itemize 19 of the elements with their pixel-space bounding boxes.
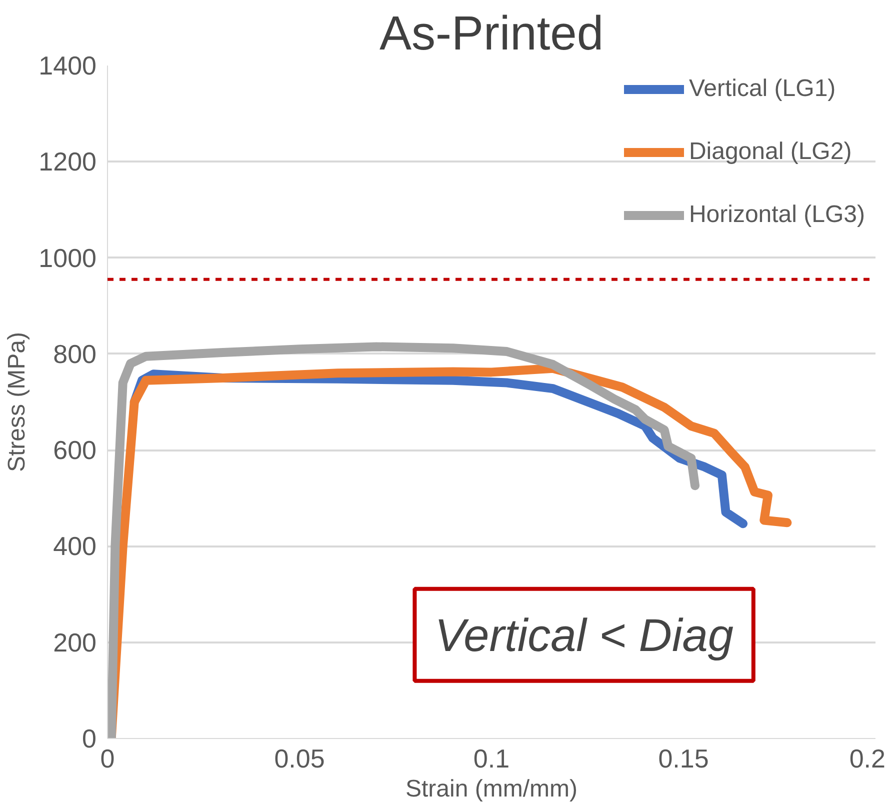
y-tick-label: 400 xyxy=(53,531,97,562)
x-tick-label: 0.2 xyxy=(849,744,886,774)
legend-label: Diagonal (LG2) xyxy=(688,138,852,166)
annotation: Vertical < Diag xyxy=(434,608,734,661)
y-tick-label: 0 xyxy=(82,724,97,754)
y-tick-label: 600 xyxy=(53,435,97,466)
x-tick-label: 0.1 xyxy=(473,744,510,774)
x-tick-label: 0.05 xyxy=(274,744,325,774)
legend-label: Horizontal (LG3) xyxy=(688,201,865,229)
y-tick-label: 800 xyxy=(53,338,97,369)
y-tick-label: 200 xyxy=(53,627,97,658)
y-axis-title: Stress (MPa) xyxy=(4,332,31,472)
legend-label: Vertical (LG1) xyxy=(688,75,836,103)
y-tick-label: 1000 xyxy=(38,242,97,273)
x-axis-title: Strain (mm/mm) xyxy=(406,776,578,802)
y-tick-label: 1200 xyxy=(38,146,97,177)
chart-title: As-Printed xyxy=(379,8,604,60)
x-tick-label: 0.15 xyxy=(658,744,709,774)
y-tick-label: 1400 xyxy=(38,50,97,80)
